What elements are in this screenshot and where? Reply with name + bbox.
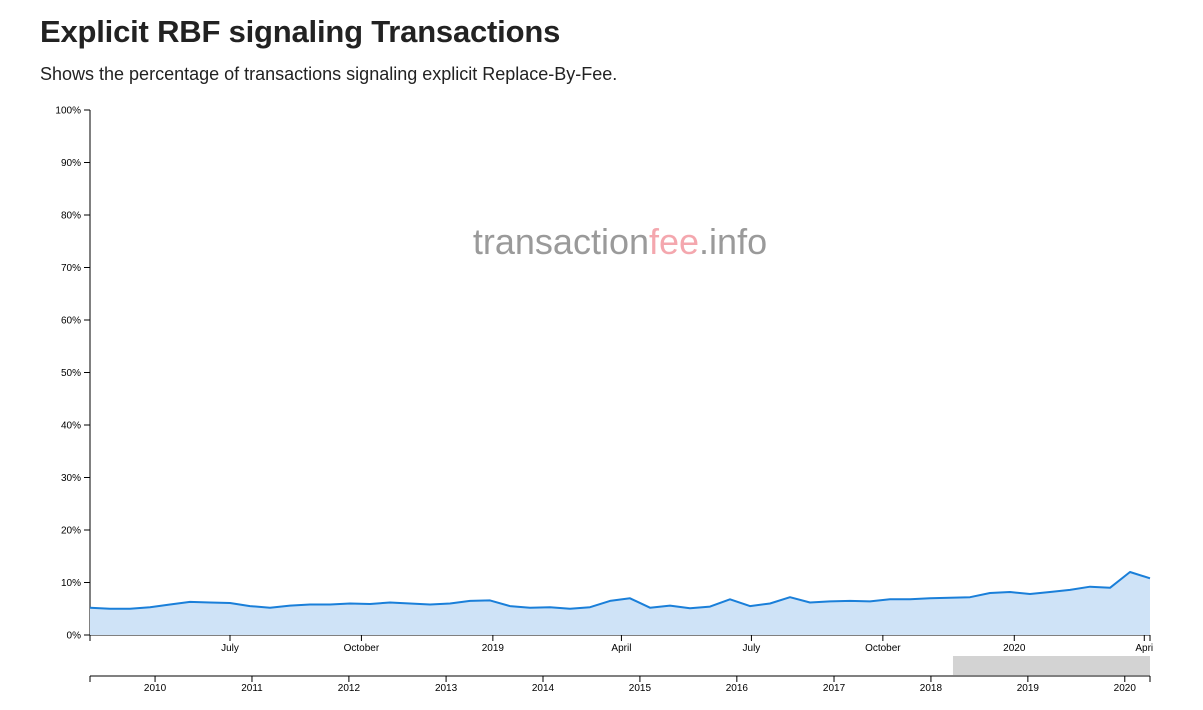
y-tick-label: 60% (61, 316, 81, 327)
y-tick-label: 10% (61, 578, 81, 589)
x-tick-label: October (865, 643, 901, 654)
x-tick: October (865, 635, 901, 654)
y-tick: 100% (55, 106, 90, 117)
y-tick-label: 0% (67, 631, 82, 642)
y-tick-label: 40% (61, 421, 81, 432)
y-tick: 50% (61, 368, 90, 379)
x-tick-label: October (344, 643, 380, 654)
watermark: transactionfee.info (473, 221, 767, 262)
x-tick: 2020 (1003, 635, 1026, 654)
brush-tick: 2011 (241, 676, 263, 694)
area-fill (90, 572, 1150, 635)
y-tick-label: 100% (55, 106, 81, 117)
y-tick-label: 20% (61, 526, 81, 537)
watermark-part-1: transaction (473, 221, 649, 262)
brush-tick-label: 2016 (726, 683, 749, 694)
y-tick: 10% (61, 578, 90, 589)
brush-tick-label: 2017 (823, 683, 846, 694)
page-title: Explicit RBF signaling Transactions (40, 14, 561, 49)
brush-tick-label: 2010 (144, 683, 167, 694)
y-tick: 70% (61, 263, 90, 274)
y-tick-label: 70% (61, 263, 81, 274)
y-tick: 60% (61, 316, 90, 327)
brush-tick: 2013 (435, 676, 458, 694)
y-tick-label: 80% (61, 211, 81, 222)
brush-tick-label: 2018 (920, 683, 943, 694)
brush-tick: 2014 (532, 676, 555, 694)
x-tick: July (743, 635, 761, 654)
brush-tick: 2019 (1017, 676, 1040, 694)
brush-tick-label: 2013 (435, 683, 458, 694)
y-tick-label: 30% (61, 473, 81, 484)
x-tick-label: 2020 (1003, 643, 1026, 654)
y-tick: 30% (61, 473, 90, 484)
watermark-part-3: .info (699, 221, 767, 262)
brush-navigator[interactable]: 2010 2011 2012 2013 2014 2015 2016 2017 2018 2019… (89, 656, 1151, 694)
brush-tick-label: 2012 (338, 683, 361, 694)
brush-tick: 2018 (920, 676, 943, 694)
page-subtitle: Shows the percentage of transactions sig… (40, 64, 618, 84)
x-tick: 2019 (482, 635, 505, 654)
brush-tick-label: 2020 (1114, 683, 1137, 694)
y-tick: 40% (61, 421, 90, 432)
x-tick-label: July (221, 643, 239, 654)
x-tick: July (221, 635, 239, 654)
x-axis: July October 2019 April July October 2020 Apri (89, 634, 1153, 654)
x-tick: Apri (1135, 635, 1153, 654)
x-tick-label: April (611, 643, 631, 654)
brush-tick: 2017 (823, 676, 846, 694)
y-tick: 80% (61, 211, 90, 222)
y-tick-label: 50% (61, 368, 81, 379)
x-tick-label: July (743, 643, 761, 654)
brush-tick: 2010 (144, 676, 167, 694)
brush-tick-label: 2014 (532, 683, 555, 694)
x-tick: October (344, 635, 380, 654)
x-tick-label: Apri (1135, 643, 1153, 654)
watermark-part-2: fee (649, 221, 699, 262)
x-tick-label: 2019 (482, 643, 505, 654)
brush-tick: 2015 (629, 676, 652, 694)
x-tick: April (611, 635, 631, 654)
brush-selection[interactable] (952, 656, 1150, 675)
brush-tick-label: 2015 (629, 683, 652, 694)
y-tick-label: 90% (61, 158, 81, 169)
plot-area (89, 571, 1151, 635)
series-line (89, 571, 1151, 610)
brush-tick-label: 2011 (241, 683, 263, 694)
y-axis: 0% 10% 20% 30% 40% 50% 60% 70% 80% 90% 100% (55, 106, 91, 642)
brush-tick: 2020 (1114, 676, 1137, 694)
y-tick: 0% (67, 631, 90, 642)
y-tick: 90% (61, 158, 90, 169)
brush-tick-label: 2019 (1017, 683, 1040, 694)
brush-tick: 2012 (338, 676, 361, 694)
y-tick: 20% (61, 526, 90, 537)
brush-tick: 2016 (726, 676, 749, 694)
